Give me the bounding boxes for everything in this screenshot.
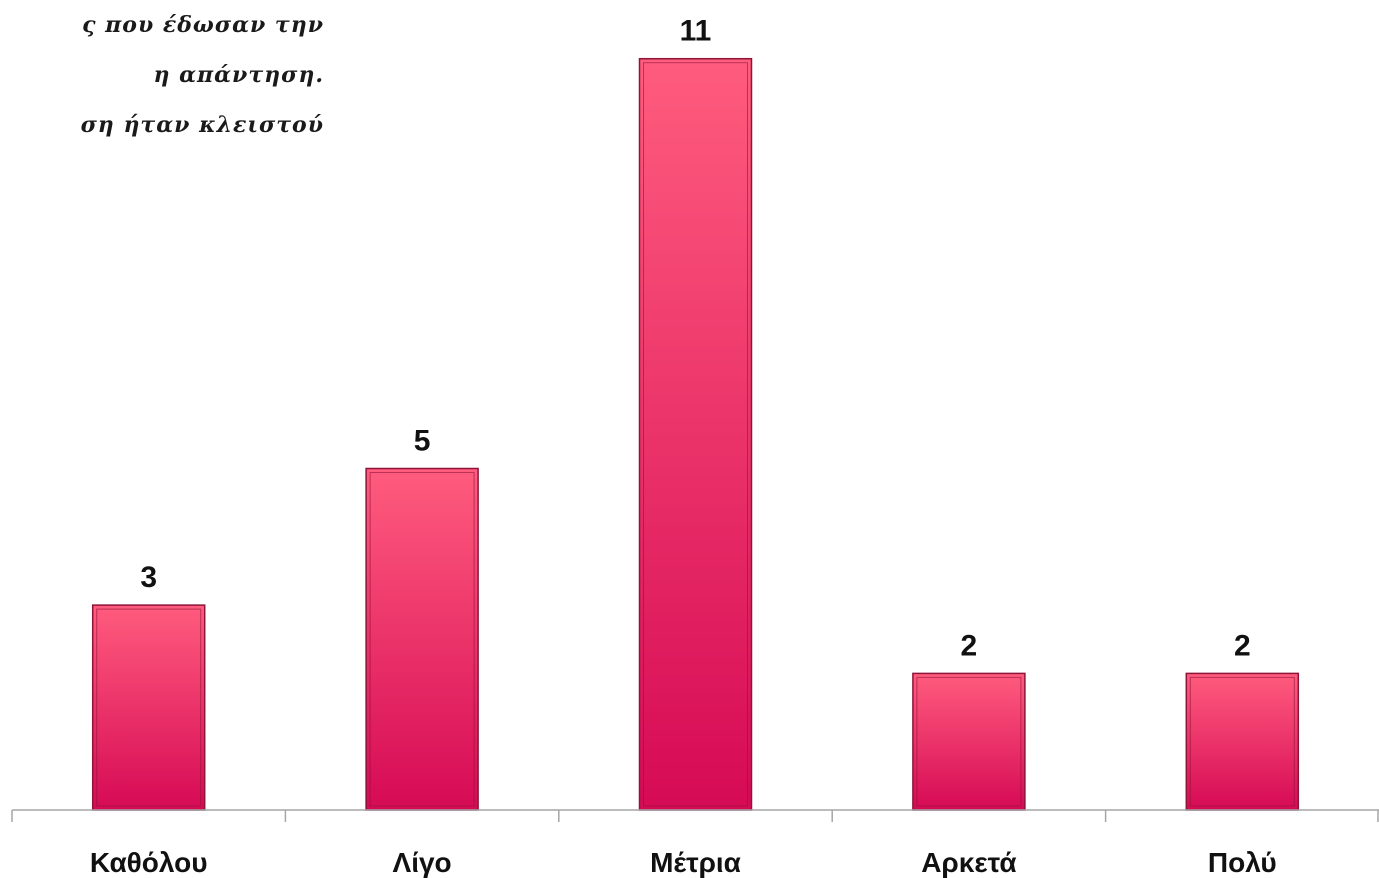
- question-note: ς που έδωσαν την η απάντηση. ση ήταν κλε…: [0, 12, 380, 182]
- category-label-5: Πολύ: [1208, 847, 1277, 878]
- category-label-1: Καθόλου: [90, 847, 208, 878]
- bar-1: [91, 604, 206, 811]
- bar-5: [1185, 672, 1300, 811]
- bar-inner-border-4: [916, 676, 1022, 807]
- bar-inner-border-1: [96, 608, 202, 807]
- category-label-3: Μέτρια: [650, 847, 741, 878]
- note-line-2: η απάντηση.: [153, 62, 324, 88]
- note-line-1: ς που έδωσαν την: [82, 12, 324, 38]
- bar-3: [638, 57, 753, 811]
- bar-inner-border-2: [369, 472, 475, 807]
- category-label-4: Αρκετά: [921, 847, 1016, 878]
- note-line-3: ση ήταν κλειστού: [80, 112, 324, 138]
- x-axis: Καθόλου Λίγο Μέτρια Αρκετά Πολύ: [11, 809, 1379, 878]
- data-label-4: 2: [961, 629, 978, 662]
- bar-inner-border-5: [1189, 676, 1295, 807]
- data-label-5: 2: [1234, 629, 1251, 662]
- data-label-3: 11: [680, 15, 712, 48]
- bar-series: 3 5 11 2 2: [91, 15, 1300, 811]
- data-label-1: 3: [140, 561, 157, 594]
- bar-2: [365, 467, 479, 811]
- category-label-2: Λίγο: [393, 847, 452, 878]
- bar-inner-border-3: [643, 62, 748, 807]
- bar-4: [912, 672, 1026, 811]
- data-label-2: 5: [414, 425, 431, 458]
